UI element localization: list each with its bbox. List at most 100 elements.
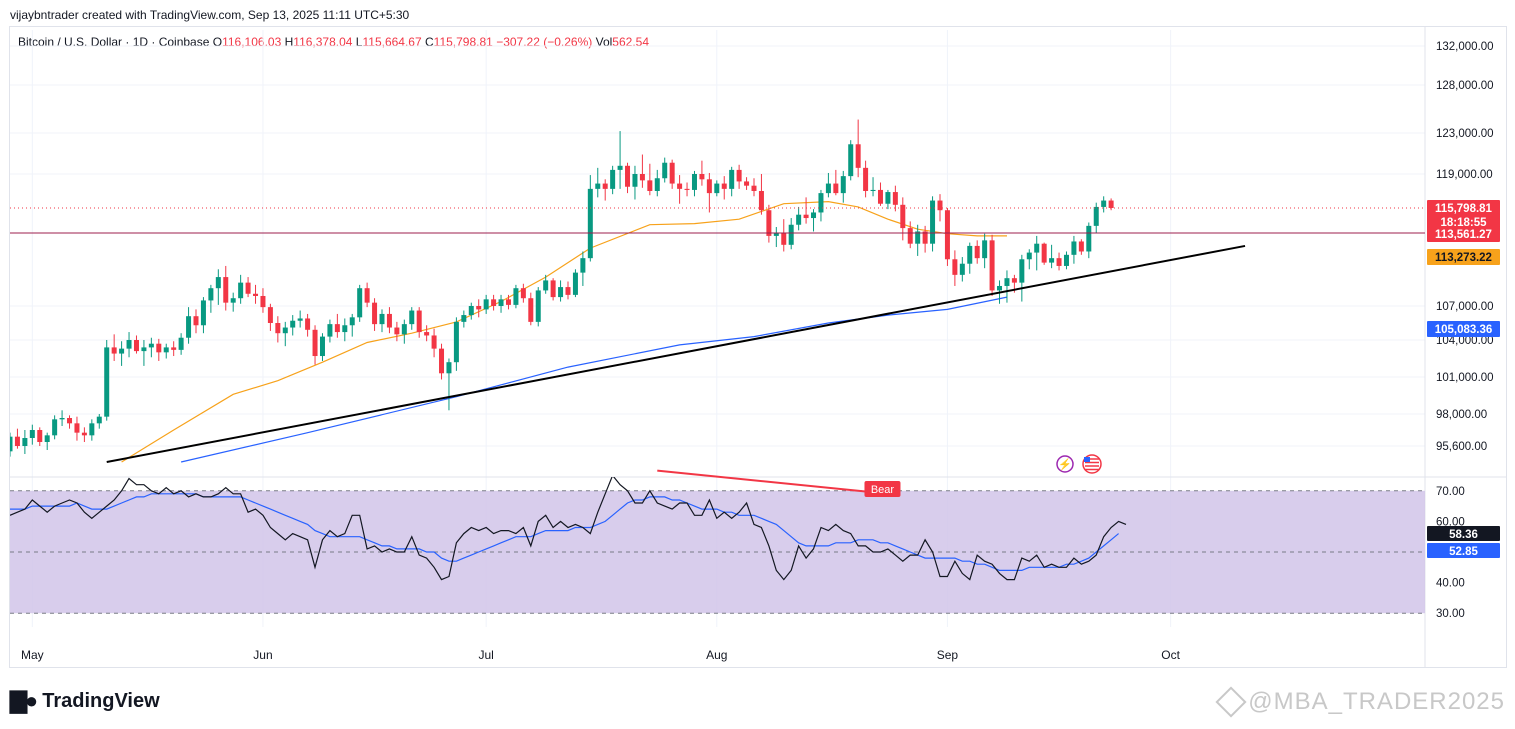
candle-body: [1019, 259, 1025, 283]
candle-body: [677, 183, 683, 189]
candle-body: [1041, 243, 1047, 263]
ma50-price-badge-bg: [1427, 249, 1500, 265]
candle-body: [10, 436, 13, 452]
candle-body: [386, 313, 392, 328]
candle-body: [305, 318, 311, 330]
ma50-price-badge: 113,273.22: [1427, 249, 1500, 265]
candle-body: [282, 327, 288, 334]
candle-body: [96, 416, 102, 424]
candle-body: [811, 212, 817, 219]
candle-body: [803, 214, 809, 219]
candle-body: [610, 169, 616, 189]
time-tick-label: Jun: [253, 648, 272, 662]
candle-body: [119, 348, 125, 354]
candle-body: [1034, 243, 1040, 253]
bear-label-bg: [864, 481, 901, 497]
candle-body: [915, 231, 921, 244]
ma200-price-badge-text: 105,083.36: [1435, 324, 1493, 336]
bear-divergence-line: [657, 469, 881, 494]
candle-body: [997, 285, 1003, 291]
candle-body: [558, 287, 564, 298]
ma200-price-badge: 105,083.36: [1427, 321, 1500, 337]
candle-body: [796, 214, 802, 225]
price-tick-label: 128,000.00: [1436, 80, 1494, 92]
candle-body: [930, 200, 936, 244]
tv-logo-icon: ▇●: [10, 688, 38, 713]
candle-body: [357, 288, 363, 318]
candle-body: [372, 302, 378, 325]
candle-body: [156, 343, 162, 353]
candles-layer: [10, 119, 1114, 457]
candle-body: [922, 231, 928, 244]
candle-body: [505, 299, 511, 305]
price-tick-label: 123,000.00: [1436, 128, 1494, 140]
rsi-ma-badge: 52.85: [1427, 543, 1500, 558]
candle-body: [840, 176, 846, 194]
candle-body: [364, 288, 370, 303]
rsi-ma-badge-text: 52.85: [1449, 546, 1478, 558]
bear-label: Bear: [864, 481, 901, 497]
brand-name: TradingView: [42, 689, 160, 712]
candle-body: [223, 277, 229, 303]
candle-body: [617, 165, 623, 170]
candle-body: [937, 200, 943, 211]
ma200-layer: [180, 296, 1008, 463]
rsi-value-badge-bg: [1427, 526, 1500, 541]
candle-body: [714, 183, 720, 194]
rsi-tick-label: 60.00: [1436, 516, 1465, 528]
candle-body: [297, 318, 303, 321]
candle-body: [81, 432, 87, 436]
candle-body: [1056, 258, 1062, 266]
chart-frame[interactable]: [9, 26, 1507, 668]
candle-body: [669, 162, 675, 184]
candle-body: [424, 332, 430, 336]
candle-body: [52, 419, 58, 436]
candle-body: [59, 418, 65, 420]
rsi-layer: [10, 477, 1127, 581]
candle-body: [468, 306, 474, 316]
candle-body: [186, 316, 192, 338]
candle-body: [647, 180, 653, 191]
candle-body: [855, 144, 861, 168]
candle-body: [580, 258, 586, 273]
candle-body: [699, 174, 705, 180]
candle-body: [632, 174, 638, 187]
candle-body: [513, 288, 519, 305]
candle-body: [394, 327, 400, 335]
rsi-value-badge: 58.36: [1427, 526, 1500, 541]
candle-body: [944, 210, 950, 260]
candle-body: [892, 192, 898, 205]
candle-body: [766, 210, 772, 236]
candle-body: [431, 335, 437, 349]
candle-body: [1026, 252, 1032, 260]
candle-body: [662, 162, 668, 179]
last-price-badge-bg: [1427, 200, 1500, 230]
tradingview-logo[interactable]: ▇● TradingView: [10, 688, 160, 714]
candle-body: [520, 288, 526, 299]
rsi-tick-label: 40.00: [1436, 578, 1465, 590]
candle-body: [625, 165, 631, 187]
candle-body: [744, 181, 750, 186]
price-tick-label: 132,000.00: [1436, 41, 1494, 53]
candle-body: [721, 183, 727, 189]
candle-body: [691, 174, 697, 190]
candle-body: [781, 232, 787, 245]
hline-price-badge-text: 113,561.27: [1435, 229, 1492, 241]
candle-body: [193, 316, 199, 326]
candle-body: [89, 423, 95, 436]
candle-body: [253, 293, 259, 296]
candle-body: [1004, 278, 1010, 286]
candle-body: [900, 204, 906, 229]
candle-body: [453, 321, 459, 363]
candle-body: [491, 299, 497, 306]
candle-body: [959, 263, 965, 275]
candle-body: [595, 183, 601, 189]
trendline: [106, 244, 1246, 463]
candle-body: [312, 329, 318, 357]
candle-body: [245, 282, 251, 294]
bear-label-text: Bear: [871, 484, 895, 496]
watermark-text: @MBA_TRADER2025: [1248, 688, 1505, 715]
candle-body: [141, 347, 147, 352]
